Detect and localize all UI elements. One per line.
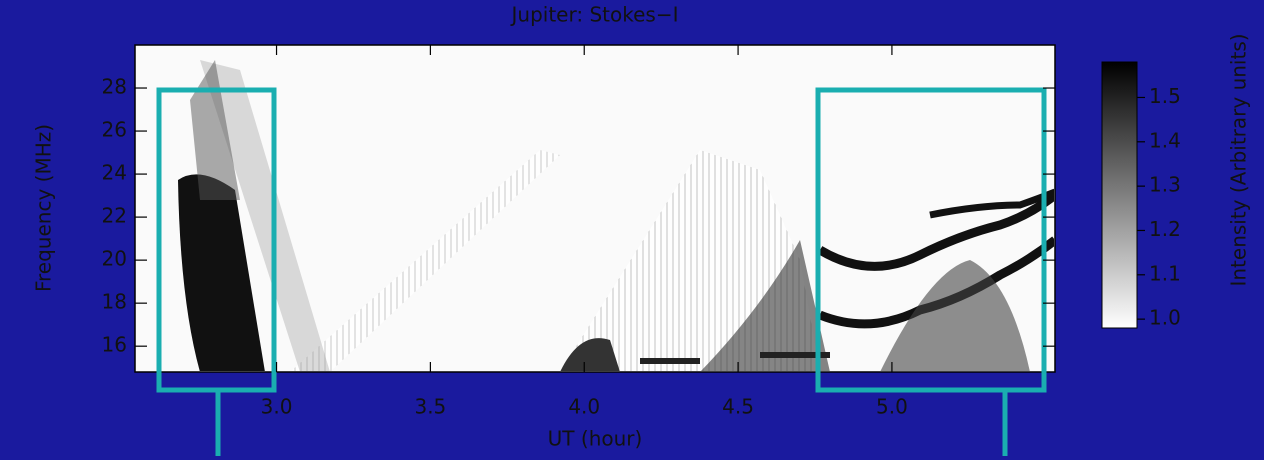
y-tick-label: 26 — [102, 118, 127, 142]
y-tick-label: 18 — [102, 290, 127, 314]
colorbar-tick-label: 1.5 — [1149, 84, 1181, 108]
colorbar-tick-label: 1.4 — [1149, 128, 1181, 152]
x-tick-label: 3.5 — [414, 395, 446, 419]
x-tick-label: 4.0 — [568, 395, 600, 419]
x-tick-label: 5.0 — [876, 395, 908, 419]
colorbar-label: Intensity (Arbitrary units) — [1227, 33, 1251, 286]
colorbar-tick-label: 1.0 — [1149, 306, 1181, 330]
colorbar — [1101, 61, 1138, 329]
x-axis-label: UT (hour) — [548, 427, 643, 451]
chart-title: Jupiter: Stokes−I — [510, 3, 679, 27]
x-tick-label: 4.5 — [722, 395, 754, 419]
y-tick-label: 22 — [102, 204, 127, 228]
y-axis-label: Frequency (MHz) — [32, 124, 56, 292]
y-tick-label: 28 — [102, 75, 127, 99]
y-tick-label: 24 — [102, 161, 127, 185]
colorbar-tick-label: 1.3 — [1149, 173, 1181, 197]
highlight-box — [815, 87, 1047, 393]
spectrogram-image — [178, 60, 1054, 371]
x-tick-label: 3.0 — [261, 395, 293, 419]
colorbar-tick-label: 1.1 — [1149, 261, 1181, 285]
y-tick-label: 16 — [102, 333, 127, 357]
y-tick-label: 20 — [102, 247, 127, 271]
colorbar-tick-label: 1.2 — [1149, 217, 1181, 241]
